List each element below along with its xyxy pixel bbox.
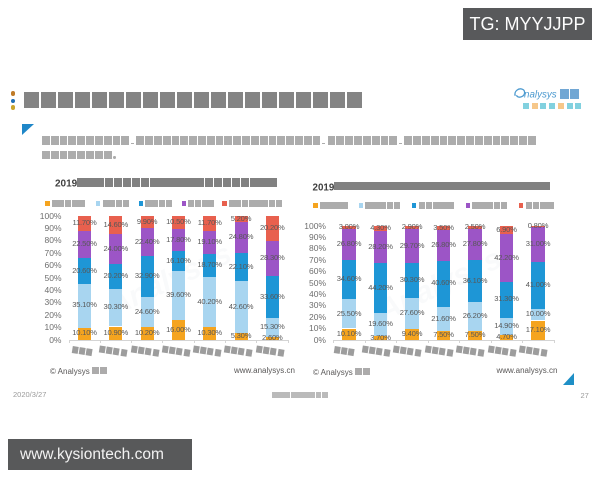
svg-text:nalysys: nalysys	[524, 90, 557, 101]
